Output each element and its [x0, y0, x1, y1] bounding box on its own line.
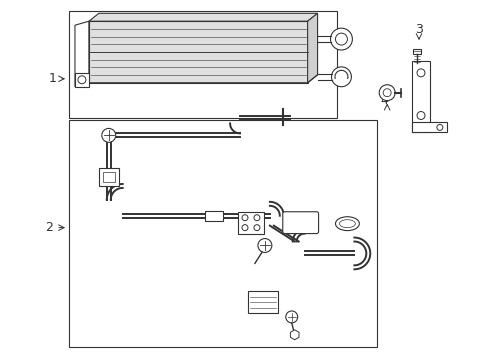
Circle shape: [331, 67, 351, 87]
Bar: [411, 122, 446, 132]
Circle shape: [242, 225, 247, 231]
Circle shape: [379, 85, 394, 100]
Text: 4: 4: [380, 94, 387, 107]
Circle shape: [335, 33, 346, 45]
Text: 1: 1: [48, 72, 56, 85]
Bar: [99, 168, 119, 186]
Text: 2: 2: [45, 221, 53, 234]
Bar: [75, 73, 89, 87]
Circle shape: [257, 239, 271, 252]
Circle shape: [253, 215, 260, 221]
Circle shape: [285, 311, 297, 323]
Bar: [411, 61, 429, 132]
Circle shape: [416, 69, 424, 77]
Polygon shape: [307, 13, 317, 83]
Circle shape: [102, 129, 116, 142]
Polygon shape: [89, 13, 317, 21]
Bar: [69, 121, 376, 347]
Bar: [412, 49, 420, 54]
Circle shape: [330, 28, 352, 50]
Bar: [69, 11, 337, 118]
Ellipse shape: [339, 220, 355, 228]
Circle shape: [436, 125, 442, 130]
Circle shape: [78, 76, 86, 84]
Circle shape: [416, 112, 424, 120]
Bar: [89, 21, 307, 83]
Text: 3: 3: [414, 23, 422, 36]
Bar: [247, 291, 277, 313]
Ellipse shape: [335, 217, 359, 231]
Circle shape: [253, 225, 260, 231]
Bar: [89, 21, 307, 83]
Bar: [238, 212, 264, 234]
Circle shape: [242, 215, 247, 221]
Circle shape: [383, 89, 390, 96]
Polygon shape: [75, 21, 89, 87]
Bar: [205, 211, 223, 221]
FancyBboxPatch shape: [282, 212, 318, 234]
Bar: [102, 172, 115, 182]
